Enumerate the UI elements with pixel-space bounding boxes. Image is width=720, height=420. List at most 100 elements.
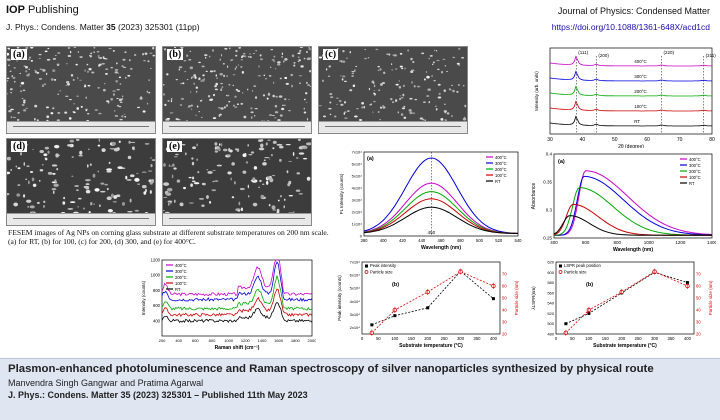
sem-grain bbox=[38, 57, 42, 59]
sem-grain bbox=[215, 74, 217, 77]
sem-grain bbox=[426, 75, 430, 79]
sem-grain bbox=[237, 90, 241, 92]
sem-grain bbox=[288, 99, 290, 101]
sem-grain bbox=[214, 84, 217, 88]
sem-grain bbox=[240, 66, 243, 68]
sem-grain bbox=[93, 51, 95, 53]
data-point bbox=[587, 311, 591, 315]
legend-entry: Peak intensity bbox=[370, 263, 397, 268]
sem-grain bbox=[125, 77, 127, 79]
sem-grain bbox=[428, 57, 430, 60]
sem-grain bbox=[232, 84, 234, 86]
sem-image-a: (a) bbox=[6, 46, 156, 134]
y-axis-label: λLSPR(nm) bbox=[531, 286, 536, 310]
sem-grain bbox=[303, 107, 305, 110]
sem-grain bbox=[279, 114, 283, 117]
sem-grain bbox=[268, 75, 272, 77]
sem-grain bbox=[323, 115, 327, 118]
sem-grain bbox=[205, 70, 208, 72]
data-point bbox=[491, 297, 495, 301]
sem-grain bbox=[198, 77, 201, 81]
sem-grain bbox=[176, 179, 180, 183]
sem-grain bbox=[292, 211, 295, 213]
sem-grain bbox=[435, 49, 438, 52]
sem-grain bbox=[78, 154, 83, 157]
x-tick-label: 800 bbox=[613, 240, 621, 245]
xrd-chart-svg: 30 40 50 60 70 80 2θ (degree) Intensity (arb. u… bbox=[534, 47, 716, 150]
sem-grain bbox=[51, 164, 58, 167]
sem-grain bbox=[129, 198, 132, 203]
sem-grain bbox=[36, 71, 40, 74]
sem-grain bbox=[457, 83, 460, 86]
sem-info-bar bbox=[319, 120, 467, 133]
lspr-size-chart: 0 50 100 150 200 250 300 350 400 480 500 520 540 560 5… bbox=[530, 256, 716, 356]
sem-grain bbox=[334, 115, 337, 118]
sem-grain bbox=[117, 72, 119, 74]
y-tick-label: 500 bbox=[547, 321, 554, 326]
sem-grain bbox=[127, 74, 131, 77]
y2-tick-label: 50 bbox=[502, 296, 507, 301]
sem-grain bbox=[297, 60, 300, 63]
sem-grain bbox=[298, 49, 302, 52]
sem-grain bbox=[421, 52, 425, 55]
pl-chart: 380 400 420 440 460 480 500 520 540 0 1x10⁴ 2x10⁴ 3x… bbox=[338, 146, 522, 254]
raman-series-line bbox=[161, 261, 313, 302]
pl-peak-size-chart-svg: 0 50 100 150 200 250 300 350 400 2x10⁴ 3x10⁴ 4x10⁴ 5… bbox=[337, 260, 519, 350]
sem-grain bbox=[22, 99, 26, 101]
xrd-series-line bbox=[549, 55, 712, 67]
sem-grain bbox=[272, 140, 277, 144]
sem-grain bbox=[191, 161, 195, 166]
sem-grain bbox=[325, 68, 328, 71]
sem-grain bbox=[306, 81, 308, 85]
sem-grain bbox=[136, 173, 139, 175]
sem-grain bbox=[244, 153, 247, 156]
sem-grain bbox=[43, 205, 45, 208]
sem-grain bbox=[268, 203, 271, 207]
sem-grain bbox=[238, 47, 242, 49]
sem-grain bbox=[19, 72, 21, 75]
sem-grain bbox=[221, 142, 223, 147]
x-tick-label: 150 bbox=[602, 336, 610, 341]
sem-grain bbox=[188, 59, 192, 61]
sem-grain bbox=[201, 65, 205, 68]
sem-grain bbox=[404, 67, 406, 70]
sem-grain bbox=[212, 169, 216, 171]
sem-grain bbox=[57, 93, 59, 96]
y-tick-label: 7x10⁴ bbox=[350, 260, 361, 265]
sem-grain bbox=[11, 75, 14, 78]
sem-grain bbox=[7, 58, 10, 61]
sem-grain bbox=[44, 146, 50, 150]
sem-grain bbox=[97, 55, 100, 57]
sem-grain bbox=[196, 105, 199, 108]
sem-texture bbox=[319, 47, 467, 133]
y-tick-label: 600 bbox=[153, 303, 161, 308]
sem-grain bbox=[152, 47, 155, 50]
paper-title[interactable]: Plasmon-enhanced photoluminescence and R… bbox=[8, 363, 654, 375]
sem-grain bbox=[306, 176, 311, 181]
sem-grain bbox=[51, 188, 57, 191]
sem-grain bbox=[329, 92, 333, 96]
sem-grain bbox=[235, 65, 238, 69]
sem-grain bbox=[394, 99, 398, 102]
sem-grain bbox=[39, 169, 44, 172]
sem-grain bbox=[214, 142, 218, 146]
legend-marker bbox=[364, 270, 369, 274]
x-tick-label: 400 bbox=[684, 336, 692, 341]
x-tick-label: 2000 bbox=[308, 338, 316, 343]
y-tick-label: 0.35 bbox=[543, 180, 552, 185]
sem-grain bbox=[272, 174, 276, 177]
sem-grain bbox=[303, 111, 307, 114]
y-tick-label: 4x10⁴ bbox=[352, 186, 363, 191]
doi-link[interactable]: https://doi.org/10.1088/1361-648X/acd1cd bbox=[551, 22, 710, 32]
sem-grain bbox=[440, 118, 444, 121]
sem-grain bbox=[188, 176, 192, 179]
page-header: IOP Publishing Journal of Physics: Conde… bbox=[0, 0, 720, 36]
sem-grain bbox=[278, 95, 283, 98]
sem-grain bbox=[143, 191, 147, 195]
x-tick-label: 1800 bbox=[291, 338, 301, 343]
sem-grain bbox=[23, 162, 25, 166]
sem-grain bbox=[198, 198, 205, 200]
sem-grain bbox=[224, 47, 228, 50]
sem-grain bbox=[20, 152, 22, 156]
sem-grain bbox=[38, 77, 43, 80]
